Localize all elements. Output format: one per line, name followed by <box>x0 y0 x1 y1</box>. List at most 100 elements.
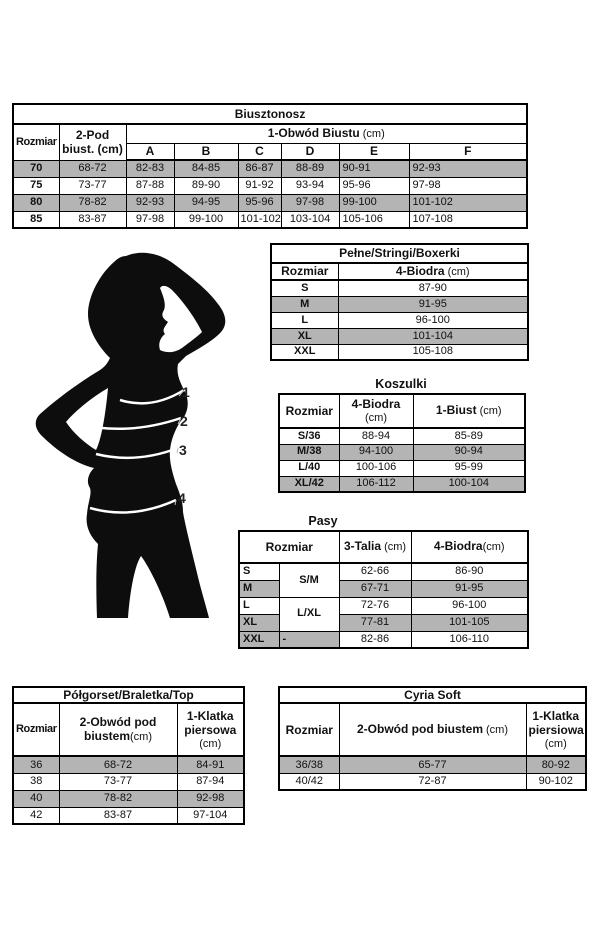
cup-cell: 84-85 <box>173 159 239 178</box>
belts-waist-column-header: 3-Talia (cm) <box>338 530 412 564</box>
briefs-hips-column-header: 4-Biodra (cm) <box>337 262 529 282</box>
hips-cell: 100-106 <box>338 459 414 477</box>
size-group-cell: - <box>278 630 340 649</box>
chest-cell: 80-92 <box>525 755 587 774</box>
briefs-hips-unit: (cm) <box>447 266 470 278</box>
waist-measure-line <box>95 446 179 460</box>
bralette-underbust-column-header: 2-Obwód pod biustem(cm) <box>58 702 178 758</box>
hips-cell: 91-95 <box>337 295 529 313</box>
bra-bust-group-label: 1-Obwód Biustu <box>267 126 360 141</box>
measure-marker-4: 4 <box>178 490 186 506</box>
hips-cell: 101-104 <box>337 327 529 345</box>
belts-waist-unit: (cm) <box>384 541 407 554</box>
belts-table-title: Pasy <box>308 514 338 528</box>
hips-cell: 91-95 <box>410 579 529 598</box>
cup-cell: 95-96 <box>237 193 282 212</box>
chest-cell: 92-98 <box>176 789 245 808</box>
hips-cell: 96-100 <box>410 596 529 615</box>
cyria-chest-unit: (cm) <box>544 737 567 750</box>
size-cell: 85 <box>12 210 60 229</box>
hips-cell: 94-100 <box>338 443 414 461</box>
underbust-cell: 83-87 <box>58 806 178 825</box>
size-cell: XXL <box>238 630 280 649</box>
cyria-underbust-label: 2-Obwód pod biustem <box>357 722 483 737</box>
hips-cell: 87-90 <box>337 279 529 297</box>
hips-cell: 105-108 <box>337 343 529 361</box>
cup-cell: 94-95 <box>173 193 239 212</box>
bust-measure-line <box>119 388 185 405</box>
underbust-cell: 78-82 <box>58 193 127 212</box>
cyria-table-row: 36/38 65-77 80-92 <box>278 755 587 774</box>
shirts-hips-label: 4-Biodra <box>351 397 401 412</box>
underbust-cell: 78-82 <box>58 789 178 808</box>
waist-cell: 62-66 <box>338 562 412 581</box>
underbust-measure-line <box>77 416 182 431</box>
underbust-cell: 72-87 <box>338 772 527 791</box>
size-cell: S <box>270 279 339 297</box>
shirts-table-row: XL/42 106-112 100-104 <box>278 475 526 493</box>
size-cell: XL/42 <box>278 475 340 493</box>
bra-table-row: 80 78-82 92-93 94-95 95-96 97-98 99-100 … <box>12 193 528 212</box>
size-cell: XL <box>270 327 339 345</box>
measure-marker-1: 1 <box>182 384 190 400</box>
size-cell: L <box>238 596 280 615</box>
belts-table-row: L L/XL 72-76 96-100 <box>238 596 529 632</box>
bralette-chest-line1: 1-Klatka <box>186 708 234 723</box>
size-cell: 75 <box>12 176 60 195</box>
cup-cell: 99-100 <box>173 210 239 229</box>
cup-cell: 101-102 <box>237 210 282 229</box>
hips-cell: 96-100 <box>337 311 529 329</box>
bust-cell: 85-89 <box>412 427 526 445</box>
belts-table-row: M 67-71 91-95 <box>238 579 529 598</box>
cyria-chest-line2: piersiowa <box>528 723 584 738</box>
belts-waist-label: 3-Talia <box>343 539 382 554</box>
bralette-table-row: 42 83-87 97-104 <box>12 806 245 825</box>
briefs-size-table: Pełne/Stringi/Boxerki Rozmiar 4-Biodra (c… <box>270 243 530 362</box>
bralette-table-row: 38 73-77 87-94 <box>12 772 245 791</box>
cup-cell: 88-89 <box>280 159 340 178</box>
bust-cell: 95-99 <box>412 459 526 477</box>
size-cell: XL <box>238 613 280 632</box>
briefs-table-row: S 87-90 <box>270 279 529 297</box>
size-cell: 70 <box>12 159 60 178</box>
shirts-table-row: S/36 88-94 85-89 <box>278 427 526 445</box>
briefs-table-row: XL 101-104 <box>270 327 529 345</box>
hips-cell: 101-105 <box>410 613 529 632</box>
underbust-cell: 73-77 <box>58 176 127 195</box>
cup-cell: 89-90 <box>173 176 239 195</box>
underbust-cell: 83-87 <box>58 210 127 229</box>
waist-cell: 72-76 <box>338 596 412 615</box>
hips-cell: 86-90 <box>410 562 529 581</box>
bra-underbust-header-line1: 2-Pod <box>75 127 110 142</box>
cup-cell: 92-93 <box>125 193 175 212</box>
cup-cell: 87-88 <box>125 176 175 195</box>
size-cell: 40 <box>12 789 60 808</box>
briefs-table-row: M 91-95 <box>270 295 529 313</box>
belts-hips-label: 4-Biodra <box>433 539 483 554</box>
cup-cell: 90-91 <box>338 159 410 178</box>
cyria-chest-column-header: 1-Klatka piersiowa (cm) <box>525 702 587 758</box>
cup-cell: 95-96 <box>338 176 410 195</box>
bralette-table-row: 40 78-82 92-98 <box>12 789 245 808</box>
belts-table-row: XL 77-81 101-105 <box>238 613 529 632</box>
shirts-bust-unit: (cm) <box>479 405 502 418</box>
cup-column-header: F <box>408 142 528 161</box>
size-cell: XXL <box>270 343 339 361</box>
hips-cell: 106-112 <box>338 475 414 493</box>
bust-cell: 100-104 <box>412 475 526 493</box>
belts-table-row: S S/M 62-66 86-90 <box>238 562 529 598</box>
belts-size-table: Rozmiar 3-Talia (cm) 4-Biodra(cm) S S/M 6… <box>238 530 529 649</box>
size-cell: L <box>270 311 339 329</box>
hips-cell: 88-94 <box>338 427 414 445</box>
cup-cell: 101-102 <box>408 193 528 212</box>
chest-cell: 84-91 <box>176 755 245 774</box>
size-cell: 42 <box>12 806 60 825</box>
bralette-chest-unit: (cm) <box>199 737 222 750</box>
shirts-size-column-header: Rozmiar <box>278 393 340 429</box>
size-cell: M <box>238 579 280 598</box>
bralette-underbust-line1: 2-Obwód pod <box>79 715 157 730</box>
bralette-underbust-line2: biustem <box>83 729 130 744</box>
cup-column-header: B <box>173 142 239 161</box>
chest-cell: 97-104 <box>176 806 245 825</box>
bra-bust-group-header: 1-Obwód Biustu (cm) <box>125 123 528 144</box>
